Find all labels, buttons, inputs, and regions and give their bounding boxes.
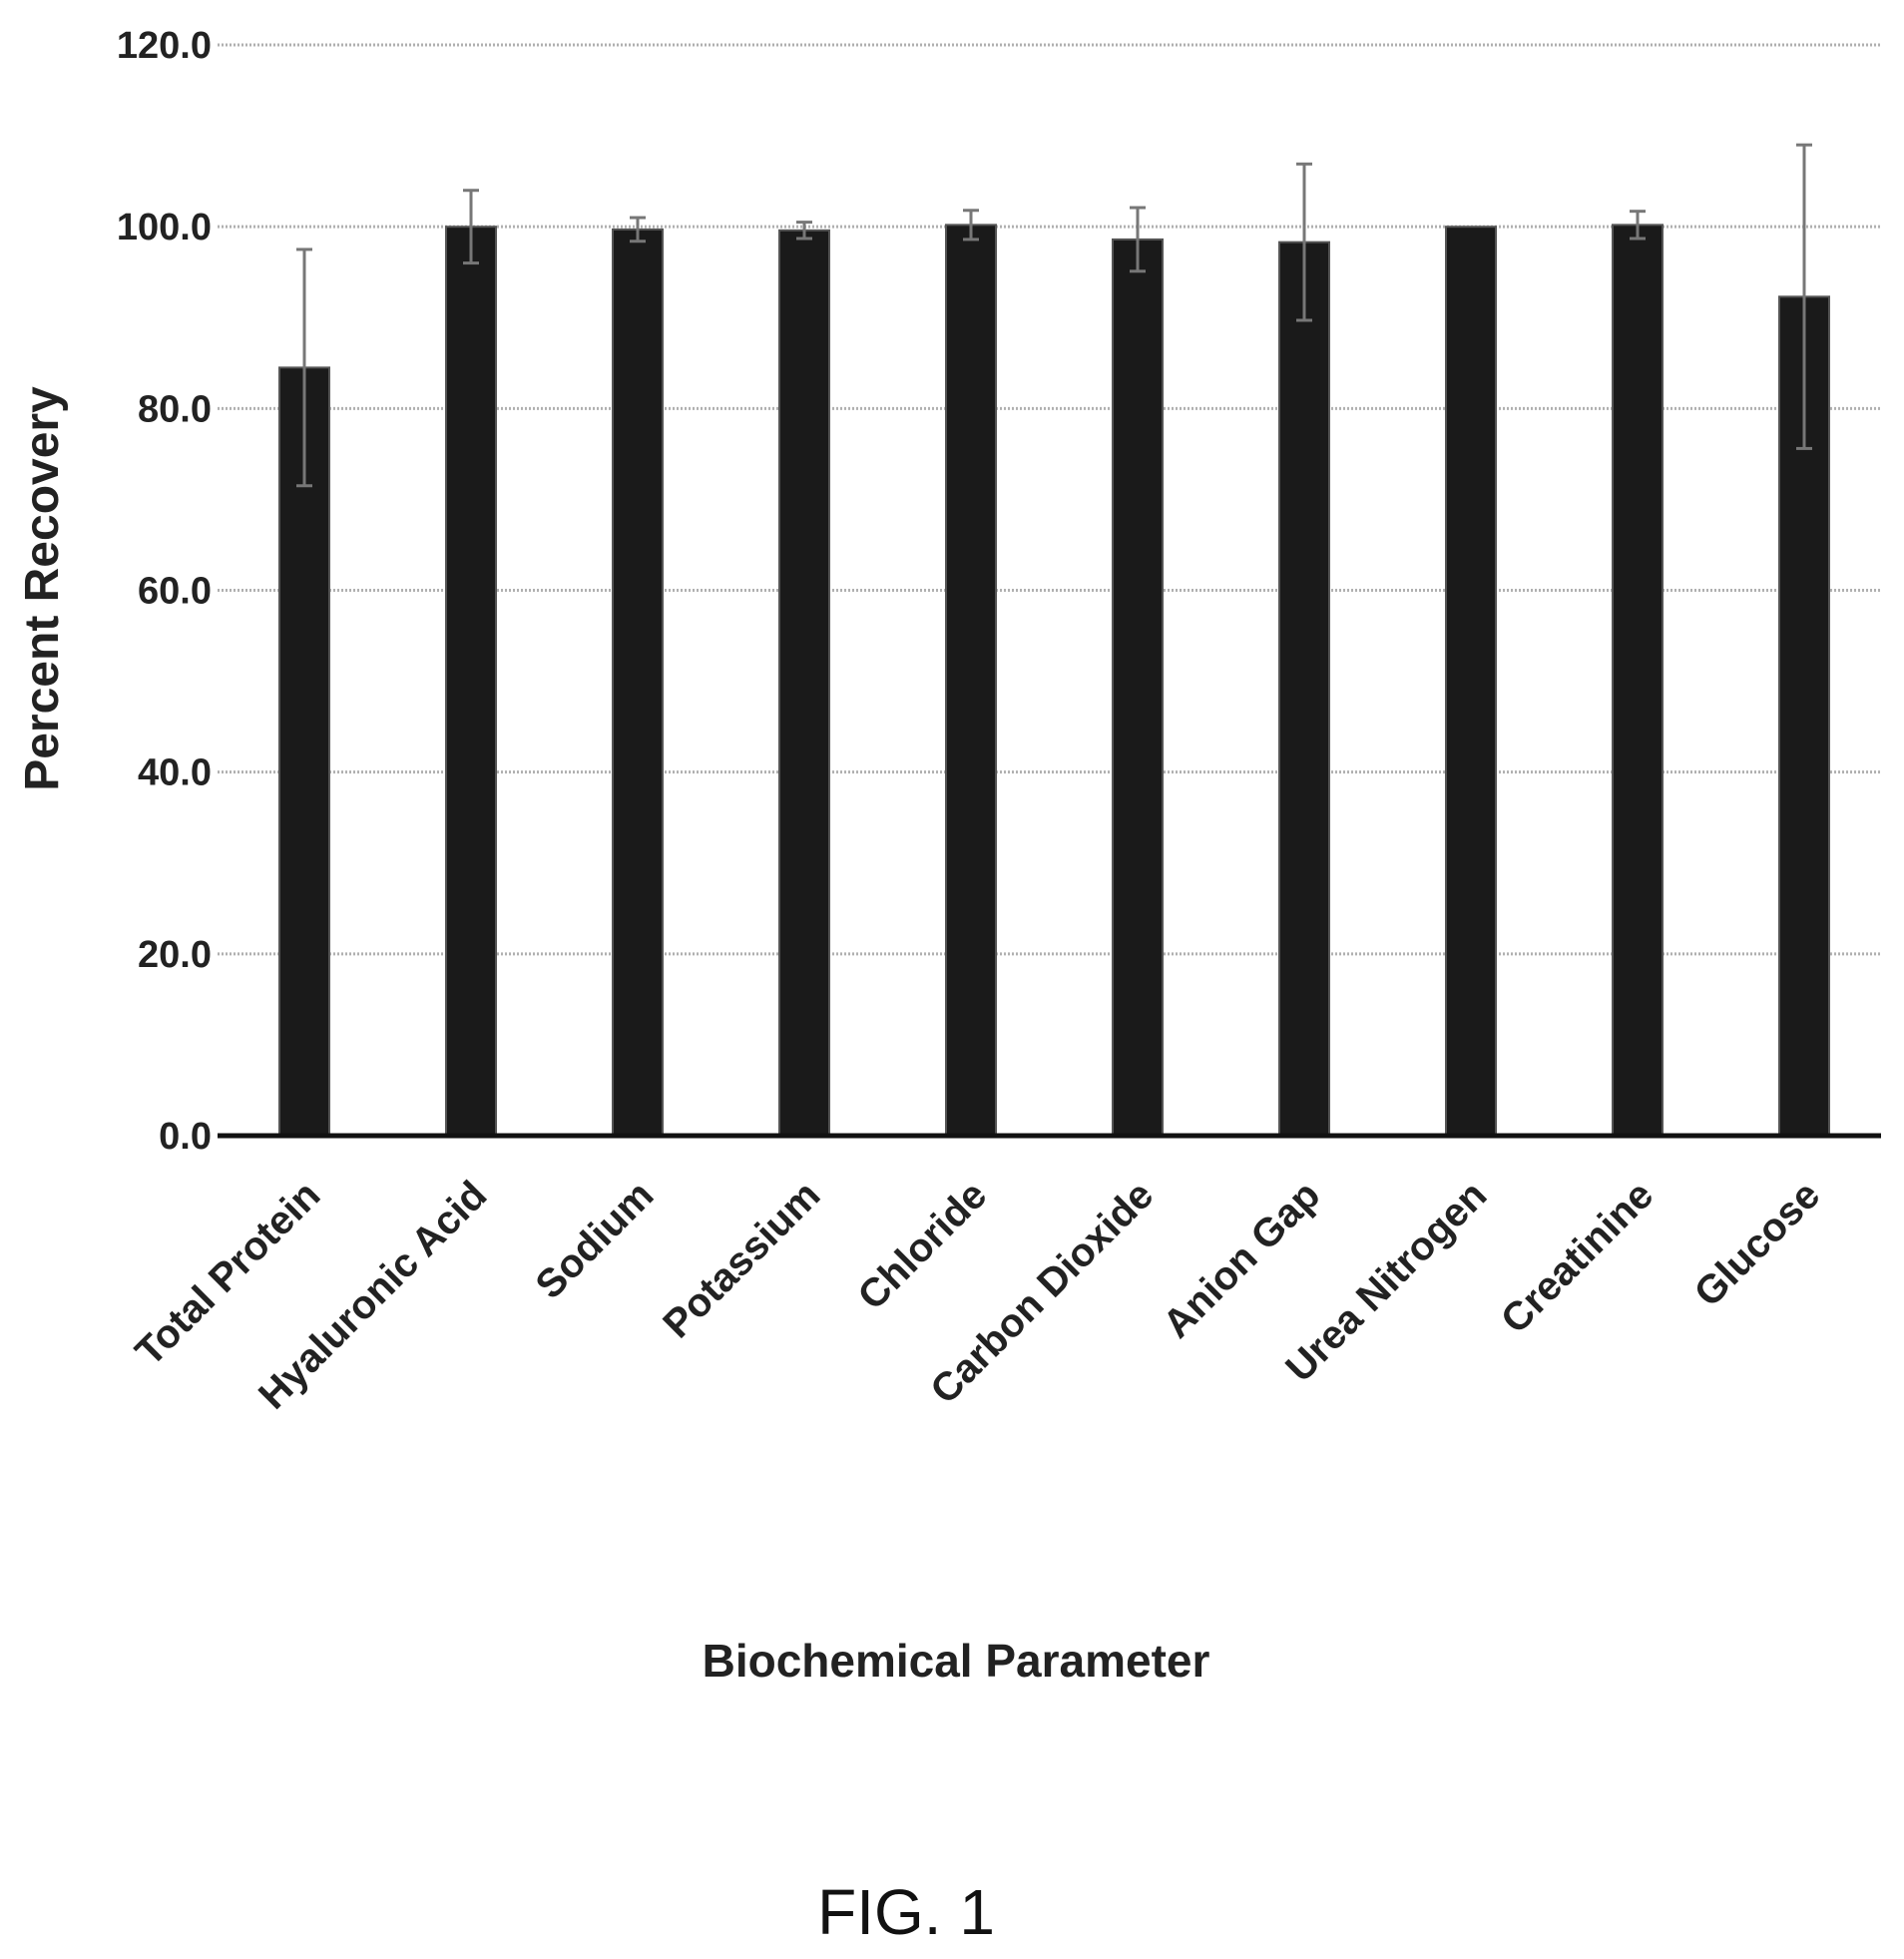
bar xyxy=(1446,227,1496,1136)
x-axis-label: Biochemical Parameter xyxy=(703,1635,1210,1687)
x-tick-label: Sodium xyxy=(528,1173,663,1307)
bar xyxy=(1113,240,1163,1136)
bar xyxy=(613,230,663,1136)
y-tick-label: 60.0 xyxy=(138,571,212,613)
bars xyxy=(279,225,1829,1136)
figure-label: FIG. 1 xyxy=(817,1876,995,1948)
y-tick-label: 20.0 xyxy=(138,934,212,976)
x-tick-label: Anion Gap xyxy=(1155,1173,1328,1346)
y-tick-label: 120.0 xyxy=(117,25,212,67)
error-bars xyxy=(296,145,1812,486)
x-tick-labels: Total ProteinHyaluronic AcidSodiumPotass… xyxy=(127,1173,1828,1417)
y-tick-label: 100.0 xyxy=(117,207,212,248)
x-tick-label: Creatinine xyxy=(1493,1173,1662,1341)
y-tick-label: 80.0 xyxy=(138,388,212,430)
y-tick-label: 0.0 xyxy=(159,1116,212,1158)
bar xyxy=(779,231,829,1136)
x-tick-label: Chloride xyxy=(850,1173,996,1318)
x-tick-label: Potassium xyxy=(655,1173,828,1346)
bar xyxy=(946,225,996,1136)
y-tick-label: 40.0 xyxy=(138,752,212,794)
bar xyxy=(1613,225,1663,1136)
bar xyxy=(446,227,496,1136)
x-tick-label: Glucose xyxy=(1686,1173,1829,1315)
y-tick-labels: 0.0 20.0 40.0 60.0 80.0 100.0 120.0 xyxy=(117,25,212,1158)
bar xyxy=(1279,243,1329,1136)
y-axis-label: Percent Recovery xyxy=(16,386,69,791)
